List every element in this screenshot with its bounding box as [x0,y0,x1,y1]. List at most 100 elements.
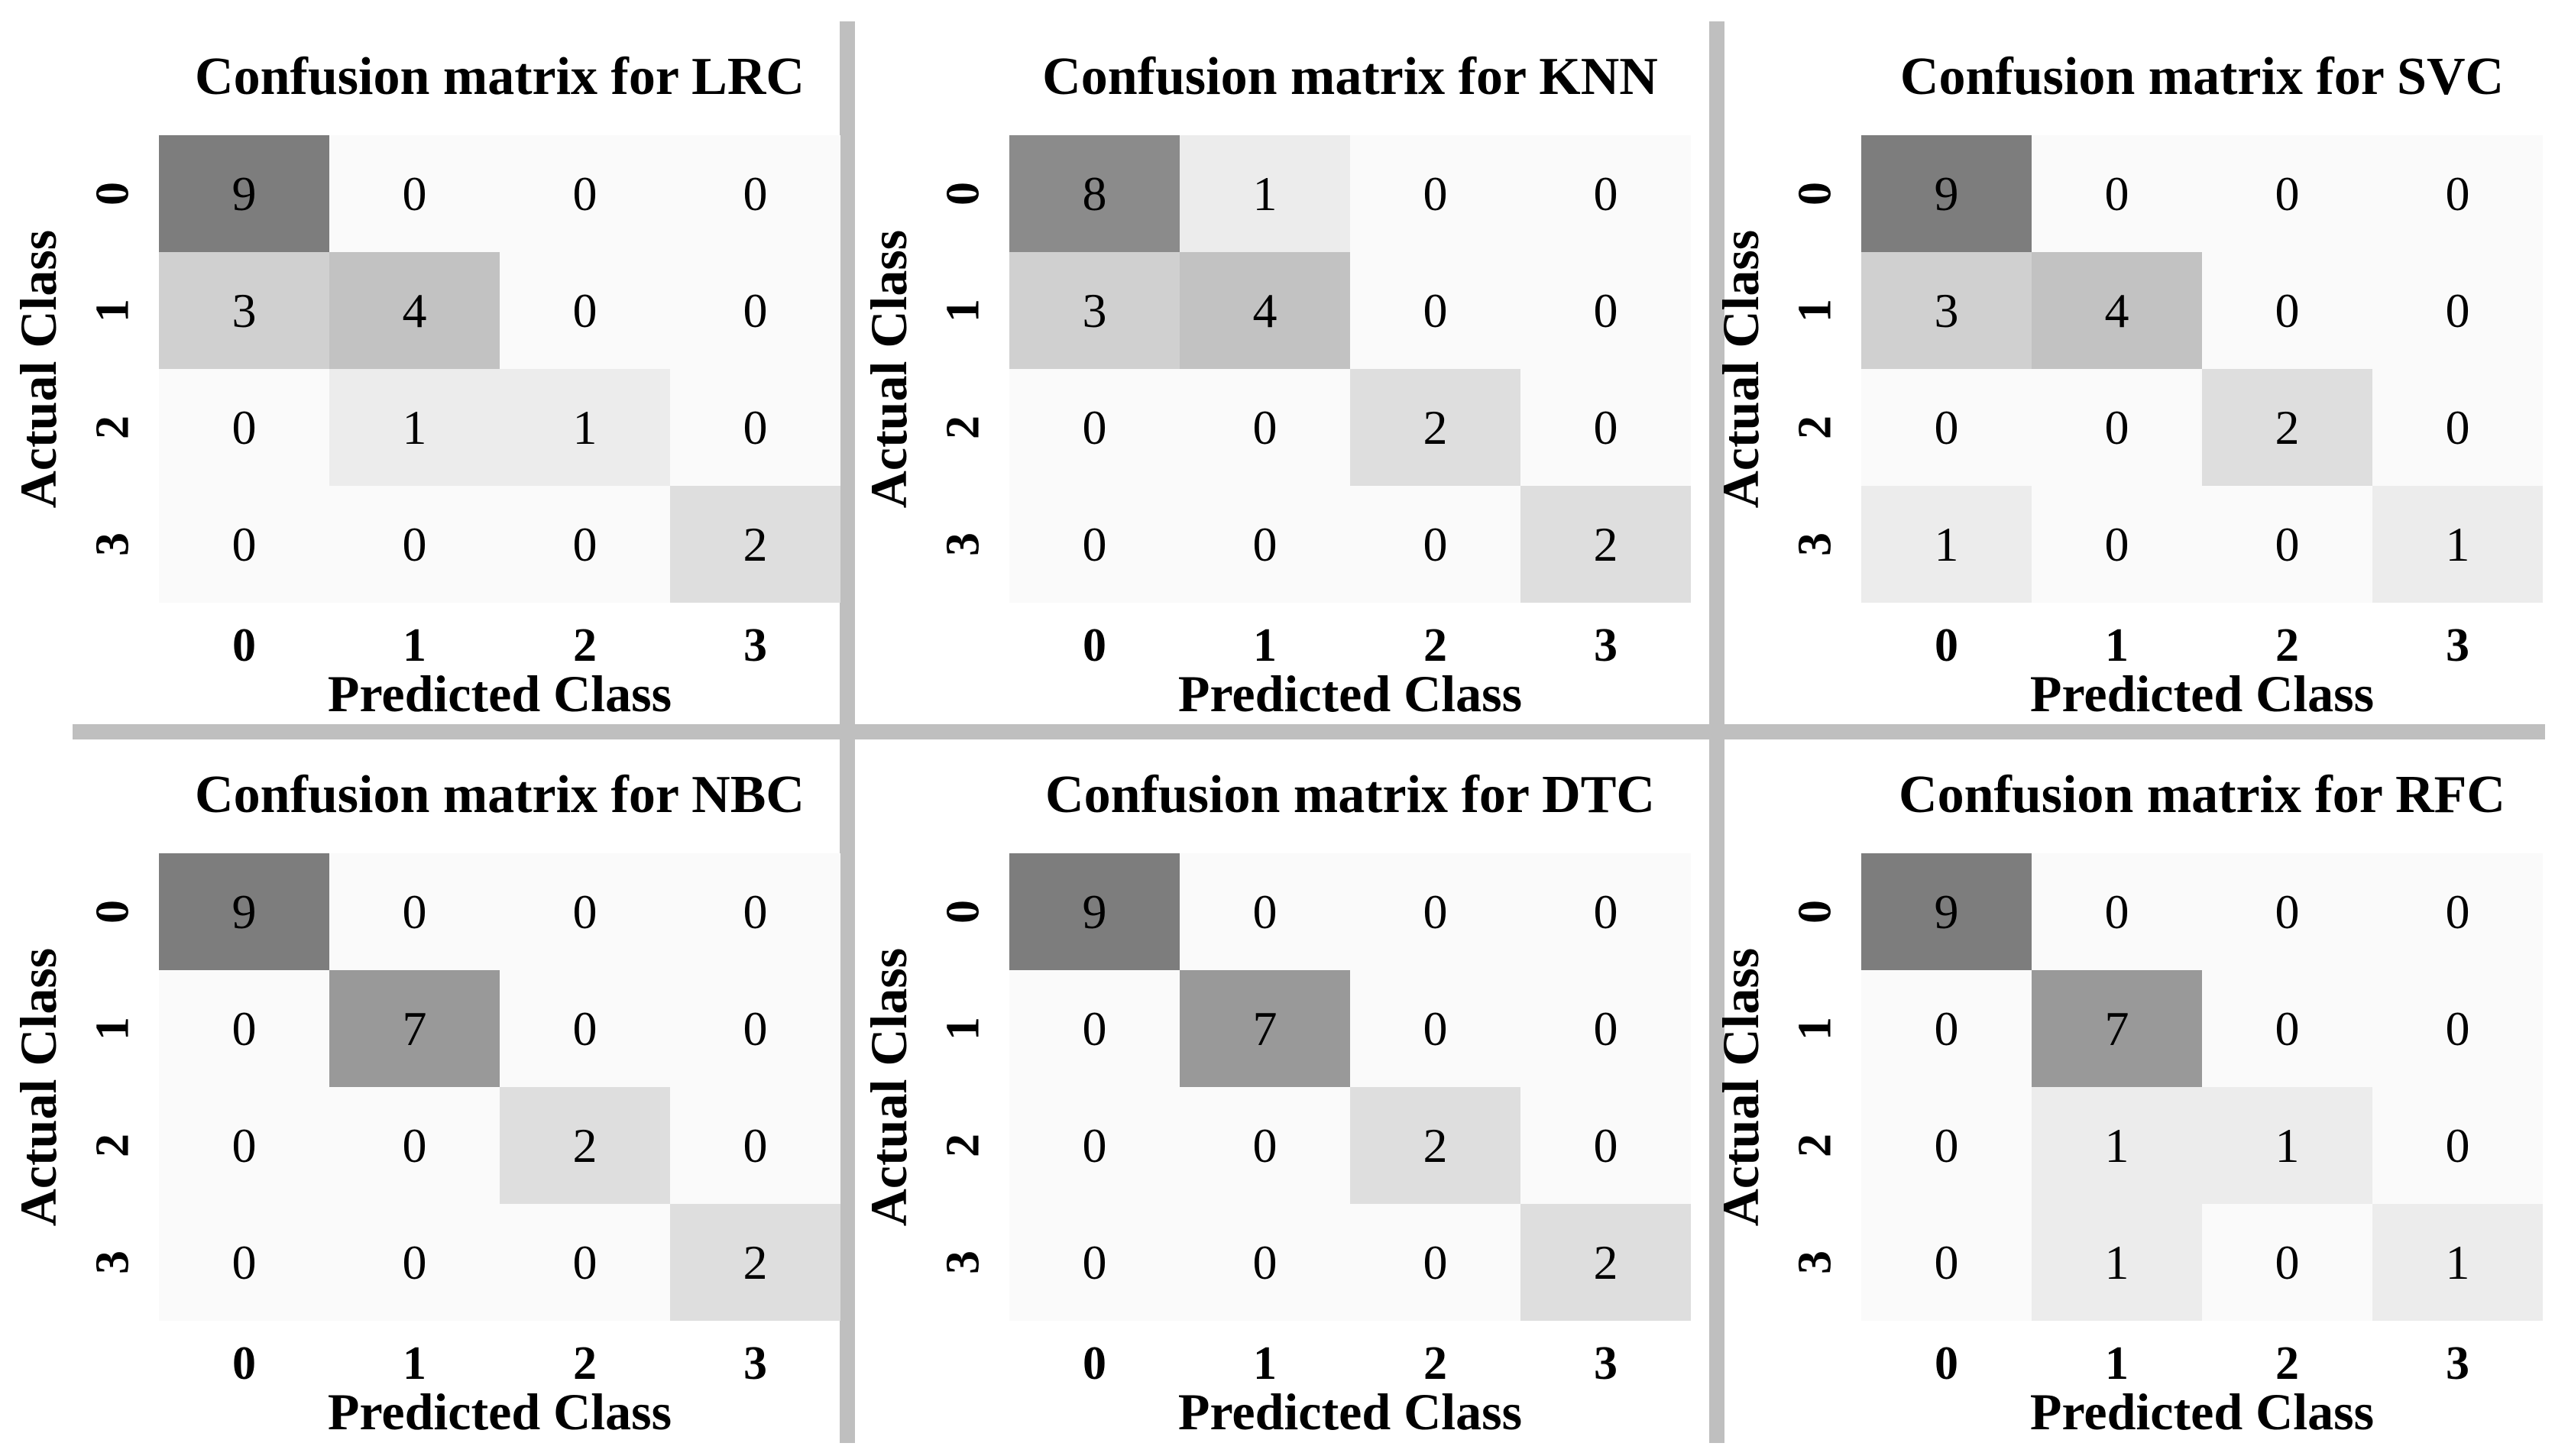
y-tick: 2 [937,416,989,439]
matrix-cell: 0 [1520,853,1691,970]
matrix-cell: 0 [1180,486,1350,603]
x-tick: 0 [232,1337,256,1390]
y-tick: 0 [86,900,139,924]
matrix-cell: 0 [2032,135,2202,252]
panel-title: Confusion matrix for LRC [195,47,805,106]
x-tick: 0 [1935,1337,1958,1390]
x-tick: 1 [2105,619,2129,671]
panel-title: Confusion matrix for RFC [1899,765,2505,824]
y-tick: 0 [1789,182,1841,205]
matrix-cell: 0 [1180,1204,1350,1321]
matrix-cell: 0 [2032,486,2202,603]
matrix-cell: 8 [1009,135,1180,252]
y-tick: 2 [86,416,139,439]
matrix-cell: 0 [1520,369,1691,486]
matrix-cell: 2 [670,1204,840,1321]
y-tick: 1 [86,299,139,322]
matrix-cell: 9 [159,853,329,970]
matrix-cell: 0 [2202,486,2372,603]
x-tick: 2 [2275,619,2299,671]
matrix-cell: 0 [1350,135,1520,252]
matrix-cell: 0 [1180,1087,1350,1204]
matrix-cell: 0 [1180,853,1350,970]
matrix-cell: 0 [500,486,670,603]
matrix-cell: 9 [1861,135,2032,252]
matrix-cell: 0 [670,369,840,486]
matrix-cell: 0 [1520,970,1691,1087]
matrix-cell: 1 [329,369,500,486]
matrix-cell: 0 [159,1204,329,1321]
matrix-cell: 1 [1180,135,1350,252]
y-tick: 1 [1789,1017,1841,1040]
x-tick: 2 [2275,1337,2299,1390]
y-axis-ticks: 0 1 2 3 [1782,853,1849,1321]
x-tick: 1 [1253,619,1277,671]
matrix-cell: 0 [1520,1087,1691,1204]
matrix-cell: 0 [1861,1204,2032,1321]
matrix-cell: 0 [1009,1087,1180,1204]
matrix-cell: 9 [159,135,329,252]
x-tick: 0 [1083,619,1106,671]
matrix-cell: 2 [1520,1204,1691,1321]
x-axis-ticks: 0 1 2 3 [1861,612,2543,679]
matrix-cell: 0 [2372,135,2543,252]
matrix-cell: 0 [2372,853,2543,970]
matrix-cell: 1 [2032,1204,2202,1321]
matrix-cell: 1 [2372,1204,2543,1321]
y-tick: 3 [86,532,139,556]
matrix-cell: 0 [670,853,840,970]
matrix-cell: 7 [329,970,500,1087]
x-tick: 1 [403,1337,426,1390]
x-tick: 0 [1935,619,1958,671]
x-axis-label: Predicted Class [2029,665,2375,723]
x-tick: 3 [743,1337,767,1390]
matrix-cell: 3 [1009,252,1180,369]
matrix-cell: 0 [2202,1204,2372,1321]
matrix-cell: 0 [670,252,840,369]
matrix-cell: 1 [2202,1087,2372,1204]
y-tick: 1 [86,1017,139,1040]
x-tick: 3 [743,619,767,671]
y-axis-ticks: 0 1 2 3 [930,135,997,603]
matrix-cell: 0 [2202,853,2372,970]
y-tick: 3 [1789,532,1841,556]
matrix-cell: 0 [2032,369,2202,486]
x-tick: 2 [1423,619,1447,671]
matrix-cell: 0 [2202,135,2372,252]
x-tick: 2 [573,1337,597,1390]
matrix-cell: 0 [1350,252,1520,369]
x-axis-ticks: 0 1 2 3 [159,612,840,679]
matrix-cell: 0 [1861,369,2032,486]
x-axis-ticks: 0 1 2 3 [159,1330,840,1397]
matrix-cell: 2 [1520,486,1691,603]
matrix-cell: 0 [2372,970,2543,1087]
panel-title: Confusion matrix for SVC [1899,47,2505,106]
matrix-cell: 1 [2372,486,2543,603]
y-axis-ticks: 0 1 2 3 [79,135,147,603]
y-tick: 1 [937,299,989,322]
matrix-cell: 0 [2372,369,2543,486]
matrix-cell: 0 [1350,486,1520,603]
matrix-cell: 0 [500,970,670,1087]
x-tick: 3 [1594,1337,1618,1390]
matrix-cell: 2 [500,1087,670,1204]
matrix-cell: 0 [2202,252,2372,369]
matrix-cell: 0 [500,252,670,369]
matrix-cell: 7 [1180,970,1350,1087]
x-tick: 2 [1423,1337,1447,1390]
x-axis-ticks: 0 1 2 3 [1009,612,1691,679]
matrix-cell: 1 [1861,486,2032,603]
y-tick: 0 [937,182,989,205]
x-axis-ticks: 0 1 2 3 [1009,1330,1691,1397]
matrix-cell: 0 [329,486,500,603]
y-axis-ticks: 0 1 2 3 [930,853,997,1321]
y-tick: 2 [1789,416,1841,439]
matrix-cell: 1 [500,369,670,486]
